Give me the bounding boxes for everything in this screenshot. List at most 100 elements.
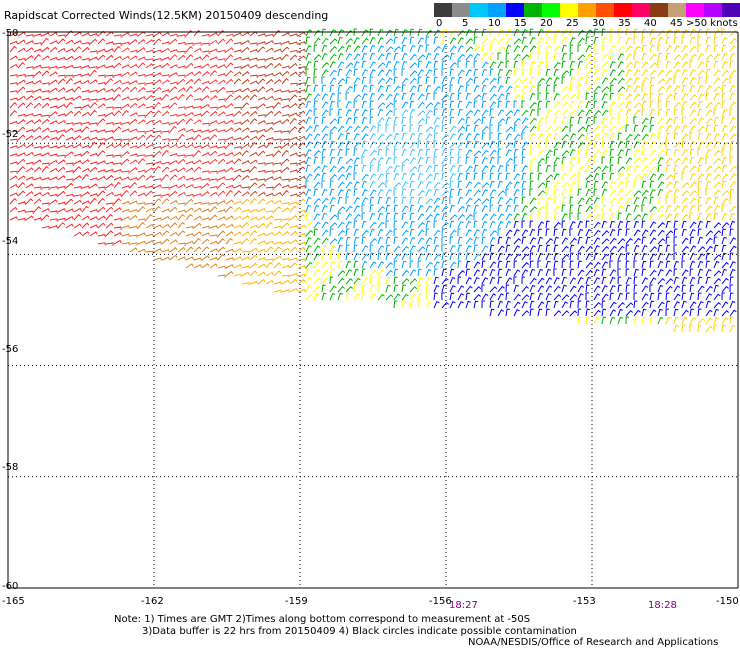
wind-barb [209, 69, 218, 77]
wind-barb [145, 162, 154, 166]
wind-barb [137, 134, 146, 141]
wind-barb [257, 74, 266, 78]
wind-barb [393, 220, 398, 229]
wind-barb [361, 189, 368, 197]
wind-barb [409, 92, 416, 101]
wind-barb [497, 300, 504, 309]
wind-barb [321, 28, 326, 37]
wind-barb [113, 154, 122, 158]
wind-barb [185, 118, 194, 125]
wind-barb [329, 53, 337, 61]
wind-barb [265, 126, 274, 133]
credit-line: NOAA/NESDIS/Office of Research and Appli… [468, 637, 719, 648]
wind-barb [41, 225, 50, 230]
wind-barb [321, 93, 329, 101]
wind-barb [609, 204, 615, 213]
wind-barb [665, 204, 672, 213]
wind-barb [545, 220, 550, 229]
wind-barb [705, 172, 712, 181]
wind-barb [249, 270, 258, 277]
wind-barb [481, 61, 489, 69]
wind-barb [481, 109, 489, 117]
wind-barb [289, 33, 298, 37]
wind-barb [233, 41, 242, 46]
lat-label-56: -56 [2, 344, 18, 355]
wind-barb [633, 300, 638, 309]
wind-barb [641, 84, 645, 93]
wind-barb [177, 41, 186, 46]
wind-barb [89, 122, 98, 126]
wind-barb [273, 225, 282, 230]
wind-barb [641, 140, 648, 149]
wind-barb [369, 100, 374, 109]
time-label-2: 18:28 [648, 600, 677, 611]
wind-barb [121, 109, 129, 117]
wind-barb [233, 56, 242, 61]
wind-barb [449, 236, 454, 245]
wind-barb [17, 79, 26, 85]
wind-barb [585, 220, 590, 229]
wind-barb [433, 276, 439, 285]
wind-barb [617, 308, 624, 317]
wind-barb [473, 286, 482, 293]
wind-barb [217, 104, 226, 109]
wind-barb [137, 218, 146, 222]
wind-barb [641, 316, 647, 325]
wind-barb [185, 256, 195, 261]
wind-barb [729, 220, 736, 229]
wind-barb [121, 176, 130, 181]
wind-barb [505, 133, 512, 141]
wind-barb [401, 284, 406, 293]
wind-barb [273, 281, 282, 285]
wind-barb [633, 252, 639, 261]
wind-barb [113, 45, 121, 53]
wind-barb [161, 149, 170, 157]
wind-barb [601, 53, 610, 61]
wind-barb [697, 100, 703, 109]
wind-barb [113, 181, 121, 189]
wind-barb [185, 198, 194, 205]
wind-barb [681, 93, 689, 101]
wind-barb [129, 102, 138, 109]
wind-barb [665, 85, 673, 93]
wind-barb [81, 89, 90, 94]
wind-barb [609, 77, 617, 85]
wind-barb [121, 158, 130, 165]
wind-barb [337, 212, 341, 221]
wind-barb [417, 268, 422, 277]
wind-barb [433, 108, 438, 117]
wind-barb [697, 196, 702, 205]
wind-barb [233, 95, 242, 101]
wind-barb [177, 158, 186, 165]
wind-barb [201, 54, 210, 61]
wind-barb [649, 260, 654, 269]
wind-barb [353, 148, 358, 157]
wind-barb [513, 220, 519, 229]
wind-barb [425, 292, 430, 301]
wind-barb [489, 261, 497, 269]
wind-barb [649, 28, 656, 37]
wind-barb [377, 93, 385, 101]
wind-barb [721, 77, 729, 85]
wind-barb [201, 144, 210, 149]
wind-barb [73, 231, 82, 237]
wind-barb [73, 55, 82, 61]
wind-barb [617, 220, 624, 229]
wind-barb [609, 156, 614, 165]
wind-barb [449, 148, 454, 157]
wind-barb [129, 166, 138, 173]
wind-barb [593, 85, 601, 93]
wind-barb [585, 76, 590, 85]
wind-barb [529, 125, 537, 133]
wind-barb [281, 65, 290, 70]
wind-barb [425, 268, 432, 277]
wind-barb [137, 96, 146, 101]
wind-barb [465, 69, 473, 77]
wind-barb [529, 252, 534, 261]
wind-barb [521, 276, 525, 285]
wind-barb [601, 212, 607, 221]
wind-barb [73, 166, 82, 173]
wind-barb [633, 93, 641, 101]
wind-barb [481, 228, 488, 237]
wind-barb [193, 119, 202, 125]
